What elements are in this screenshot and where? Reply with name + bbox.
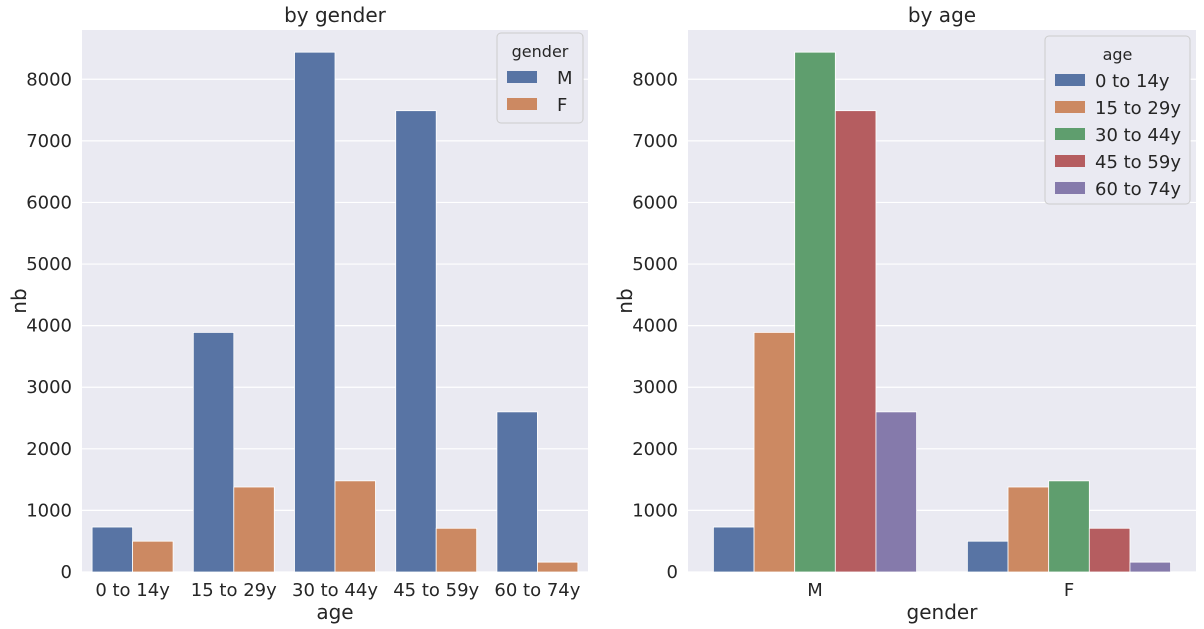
legend-entry: 30 to 44y xyxy=(1095,125,1181,146)
bar-15-to-29y-M xyxy=(753,332,796,573)
legend-entry: 15 to 29y xyxy=(1095,98,1181,119)
chart-by-gender: 0 1000 2000 3000 4000 5000 6000 7000 8000 0 to 14… xyxy=(7,3,588,624)
legend-entry: 60 to 74y xyxy=(1095,179,1181,200)
y-tick-label: 7000 xyxy=(632,131,678,152)
bar-F-45-to-59y xyxy=(435,527,478,573)
y-tick-label: 0 xyxy=(61,562,72,583)
legend-swatch xyxy=(1055,155,1085,167)
x-tick-label: 15 to 29y xyxy=(191,580,277,601)
x-tick-label: 45 to 59y xyxy=(393,580,479,601)
y-tick-label: 8000 xyxy=(632,69,678,90)
bar-0-to-14y-F xyxy=(967,540,1009,573)
x-axis-label: gender xyxy=(907,600,979,624)
bar-M-15-to-29y xyxy=(192,332,235,573)
x-axis-label: age xyxy=(316,600,353,624)
bar-M-30-to-44y xyxy=(294,51,336,573)
bar-F-30-to-44y xyxy=(334,480,376,573)
y-tick-label: 1000 xyxy=(26,500,72,521)
legend-swatch xyxy=(507,71,537,83)
y-tick-label: 4000 xyxy=(26,316,72,337)
bar-0-to-14y-M xyxy=(713,526,755,573)
legend-swatch xyxy=(1055,74,1085,86)
chart-title: by age xyxy=(908,3,976,27)
legend-entry: F xyxy=(557,95,567,116)
y-tick-label: 2000 xyxy=(632,439,678,460)
y-tick-label: 3000 xyxy=(632,377,678,398)
legend-swatch xyxy=(1055,128,1085,140)
legend-title: age xyxy=(1103,45,1133,64)
legend-swatch xyxy=(507,98,537,110)
y-tick-label: 2000 xyxy=(26,439,72,460)
bar-30-to-44y-M xyxy=(794,51,836,573)
bar-60-to-74y-M xyxy=(875,411,918,573)
x-tick-label: F xyxy=(1064,580,1074,601)
legend-entry: M xyxy=(557,68,573,89)
y-tick-label: 3000 xyxy=(26,377,72,398)
legend: age 0 to 14y 15 to 29y 30 to 44y 45 to 59y 60… xyxy=(1044,35,1191,205)
y-tick-label: 7000 xyxy=(26,131,72,152)
x-tick-label: 0 to 14y xyxy=(95,580,170,601)
y-tick-label: 4000 xyxy=(632,316,678,337)
bar-M-60-to-74y xyxy=(496,411,538,573)
bar-15-to-29y-F xyxy=(1007,486,1050,573)
bar-F-15-to-29y xyxy=(233,486,275,573)
x-tick-label: 60 to 74y xyxy=(494,580,580,601)
chart-by-age: 0 1000 2000 3000 4000 5000 6000 7000 8000 M Fby ag… xyxy=(613,3,1196,624)
legend-swatch xyxy=(1055,182,1085,194)
y-tick-label: 6000 xyxy=(26,192,72,213)
bar-45-to-59y-F xyxy=(1088,527,1131,573)
y-axis-label: nb xyxy=(613,288,637,313)
y-tick-label: 8000 xyxy=(26,69,72,90)
y-tick-label: 1000 xyxy=(632,500,678,521)
y-tick-label: 6000 xyxy=(632,192,678,213)
y-tick-label: 5000 xyxy=(632,254,678,275)
bar-M-45-to-59y xyxy=(395,110,437,573)
bar-30-to-44y-F xyxy=(1048,480,1090,573)
x-tick-label: M xyxy=(807,580,823,601)
legend-title: gender xyxy=(512,42,569,61)
bar-F-0-to-14y xyxy=(132,540,174,573)
bar-60-to-74y-F xyxy=(1129,561,1171,573)
bar-M-0-to-14y xyxy=(91,526,134,573)
legend-entry: 45 to 59y xyxy=(1095,152,1181,173)
x-tick-label: 30 to 44y xyxy=(292,580,378,601)
y-axis-label: nb xyxy=(7,288,31,313)
bar-45-to-59y-M xyxy=(834,110,877,573)
y-tick-label: 5000 xyxy=(26,254,72,275)
legend-swatch xyxy=(1055,101,1085,113)
bar-F-60-to-74y xyxy=(537,561,579,573)
chart-title: by gender xyxy=(284,3,387,27)
legend: gender MF xyxy=(496,32,584,124)
y-tick-label: 0 xyxy=(667,562,678,583)
legend-entry: 0 to 14y xyxy=(1095,71,1170,92)
